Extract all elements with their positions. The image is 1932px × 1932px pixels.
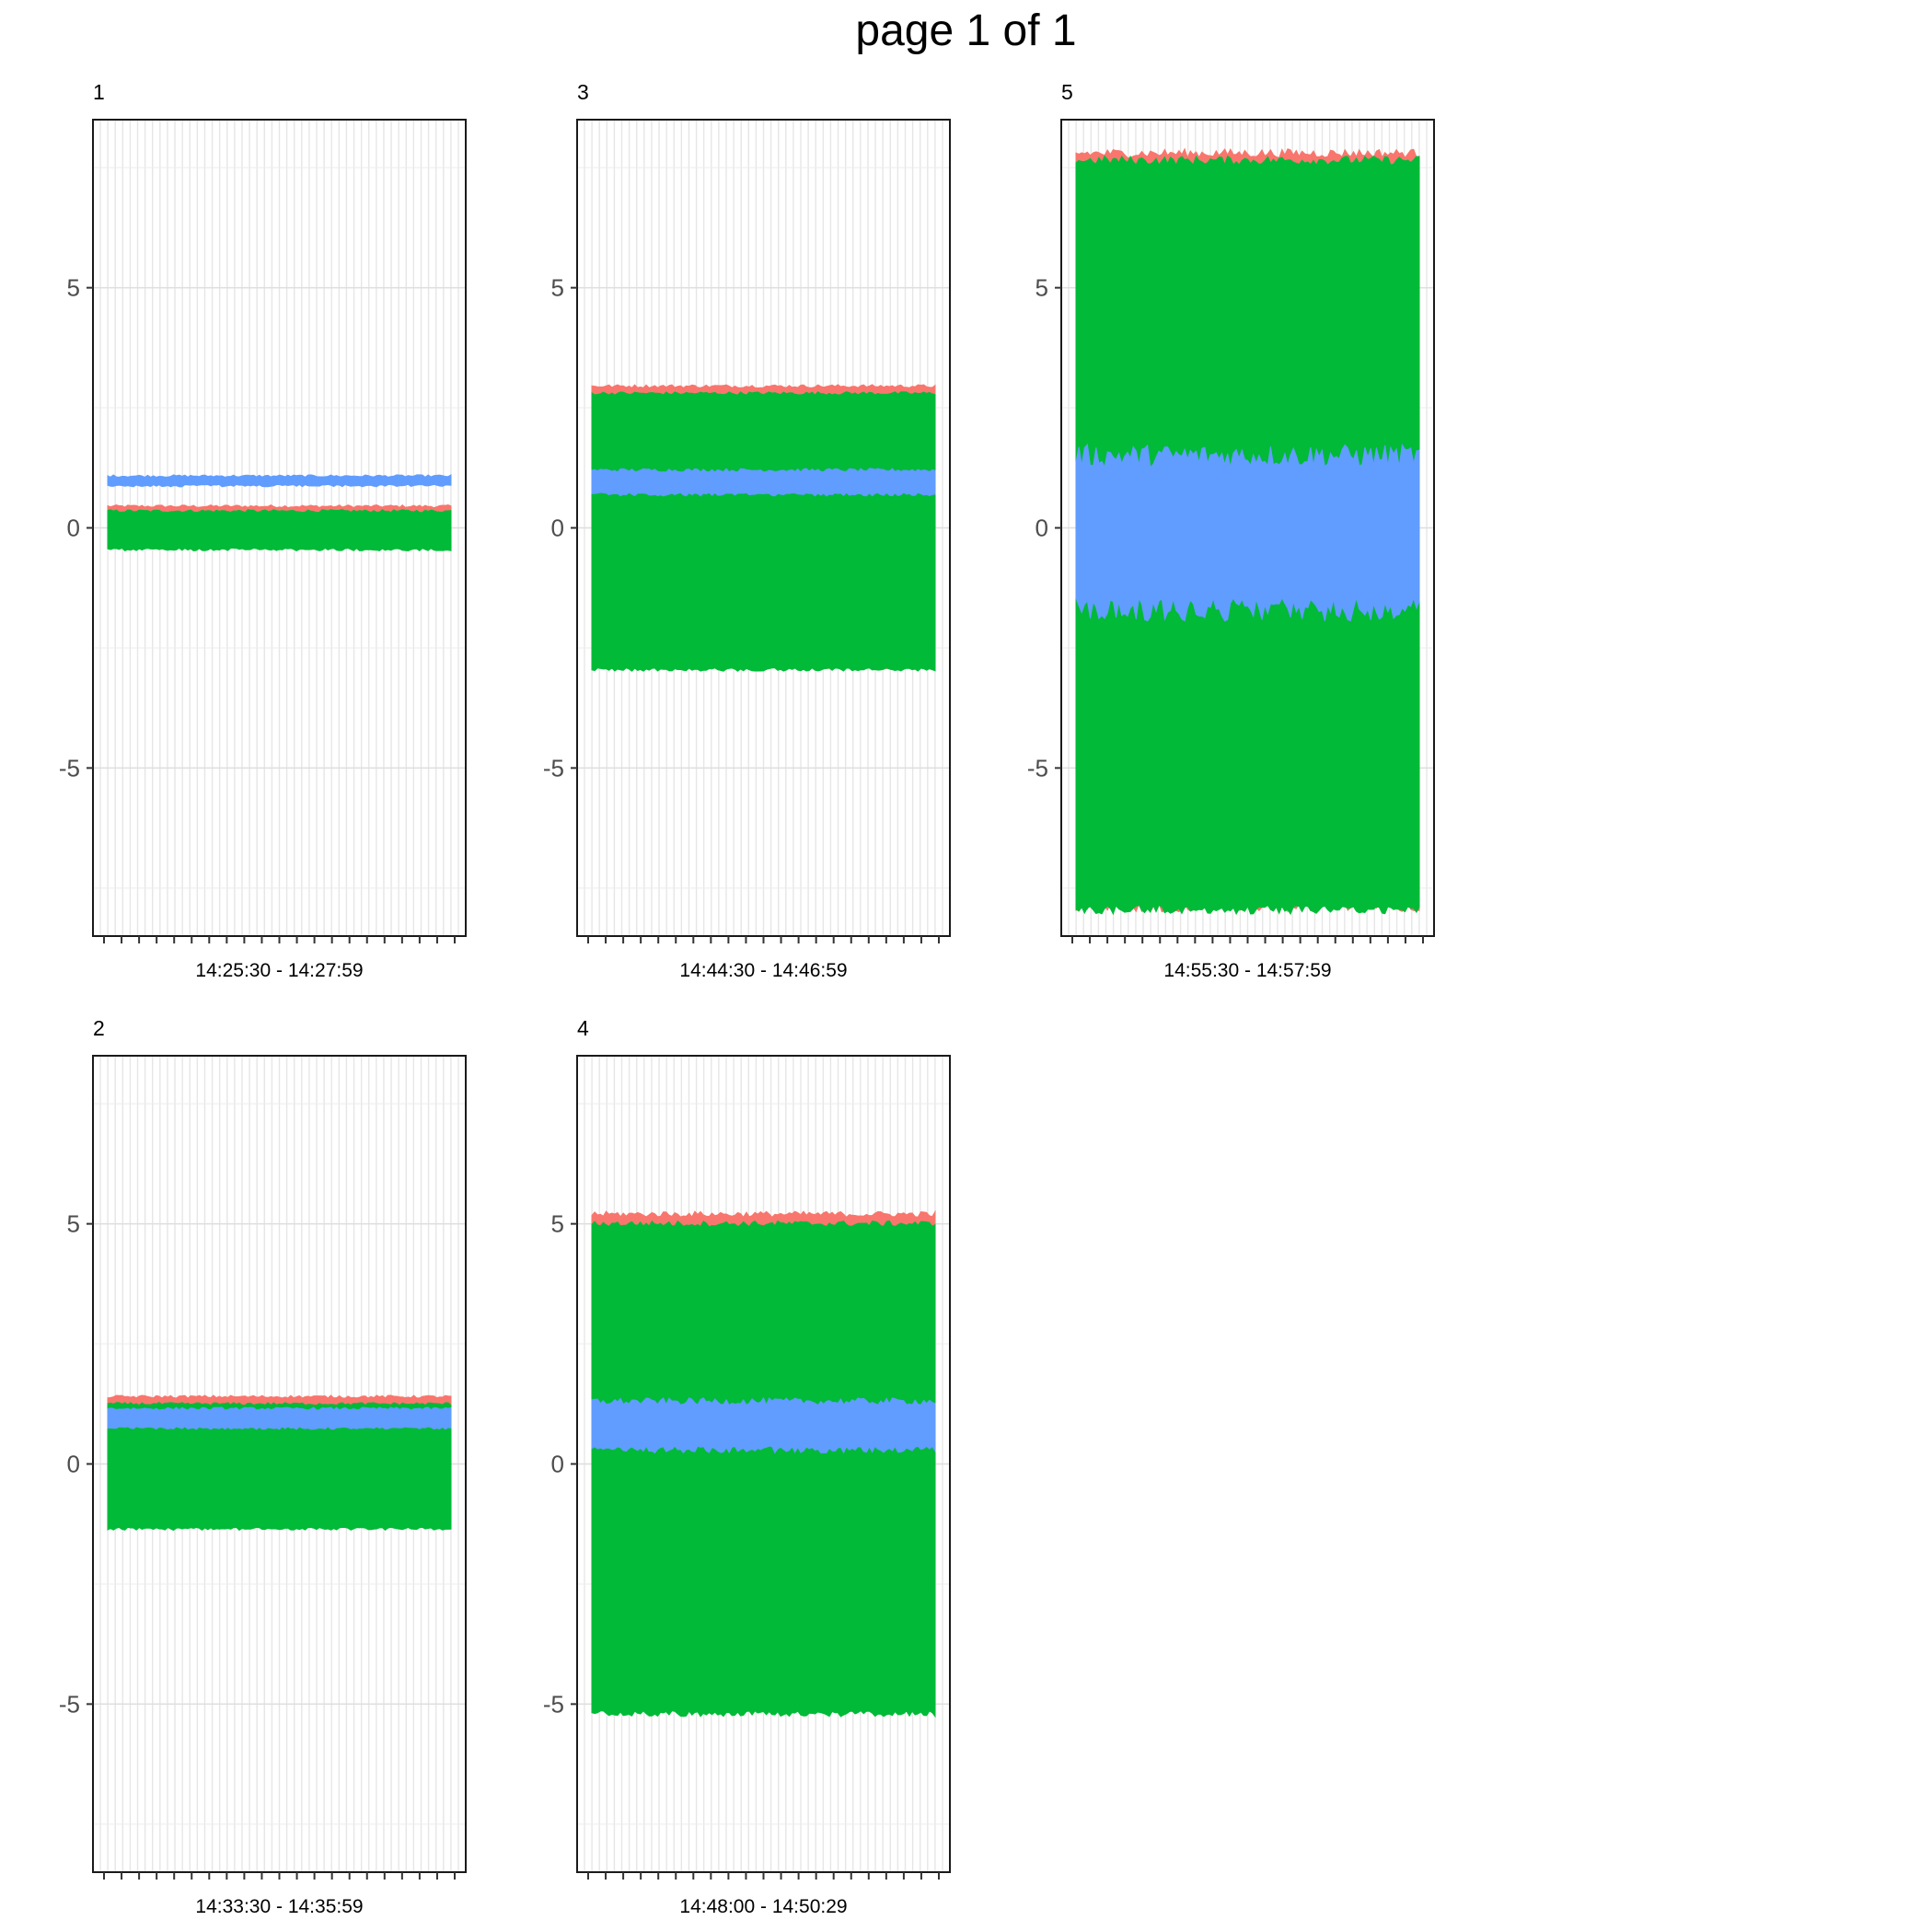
series-green-band	[591, 1220, 936, 1718]
y-tick-label: 5	[1035, 274, 1048, 302]
panel-label: 5	[1061, 80, 1073, 104]
y-tick-label: 5	[551, 274, 564, 302]
x-axis-label: 14:33:30 - 14:35:59	[195, 1896, 363, 1917]
panel-label: 4	[577, 1016, 589, 1040]
series-blue-band	[591, 1396, 936, 1454]
y-tick-label: -5	[1027, 754, 1048, 781]
x-axis-label: 14:55:30 - 14:57:59	[1163, 960, 1331, 981]
y-tick-label: 5	[551, 1210, 564, 1238]
y-tick-label: 0	[67, 515, 80, 542]
y-tick-label: 0	[551, 1451, 564, 1478]
panel-label: 1	[93, 80, 105, 104]
y-tick-label: -5	[59, 754, 80, 781]
panel-3: 3 -5 0 5 14:44:30 - 14:46:59	[543, 80, 951, 981]
series-blue-band	[591, 468, 936, 497]
y-tick-label: 5	[67, 1210, 80, 1238]
series-green-band	[591, 391, 936, 672]
panel-4: 4 -5 0 5 14:48:00 - 14:50:29	[543, 1016, 951, 1917]
y-tick-label: 0	[67, 1451, 80, 1478]
panel-label: 3	[577, 80, 589, 104]
series-blue-band	[107, 1406, 452, 1430]
panel-2: 2 -5 0 5 14:33:30 - 14:35:59	[59, 1016, 467, 1917]
panel-5: 5 -5 0 5 14:55:30 - 14:57:59	[1027, 80, 1435, 981]
y-tick-label: -5	[543, 1690, 564, 1718]
panel-label: 2	[93, 1016, 105, 1040]
panel-1: 1 -5 0 5 14:25:30 - 14:27:59	[59, 80, 467, 981]
series-blue-band	[1075, 443, 1420, 622]
series-green-band	[107, 509, 452, 552]
y-tick-label: 0	[551, 515, 564, 542]
y-tick-label: -5	[59, 1690, 80, 1718]
series-blue-band	[107, 474, 452, 488]
y-tick-label: 0	[1035, 515, 1048, 542]
y-tick-label: -5	[543, 754, 564, 781]
x-axis-label: 14:48:00 - 14:50:29	[679, 1896, 847, 1917]
series-green-band	[107, 1402, 452, 1532]
x-axis-label: 14:25:30 - 14:27:59	[195, 960, 363, 981]
y-tick-label: 5	[67, 274, 80, 302]
x-axis-label: 14:44:30 - 14:46:59	[679, 960, 847, 981]
page-title: page 1 of 1	[855, 6, 1077, 55]
